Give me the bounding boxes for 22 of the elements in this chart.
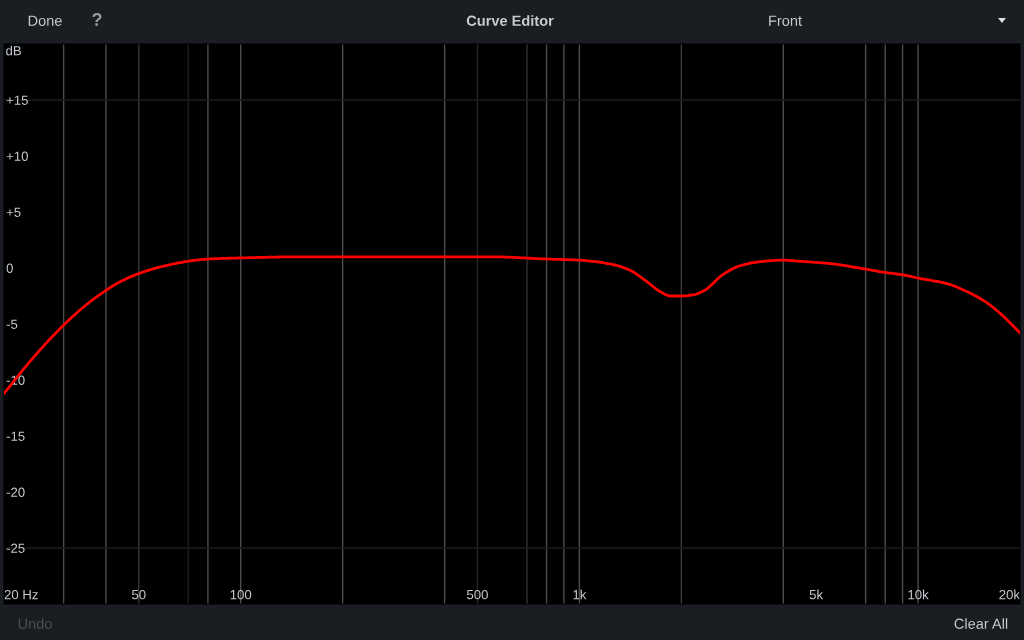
y-tick-label: 0 <box>6 263 13 273</box>
text: Done <box>28 15 62 26</box>
y-tick-label: +15 <box>6 95 28 105</box>
x-tick-label: 500 <box>466 589 488 600</box>
text: Clear All <box>954 618 1008 629</box>
y-tick-label: -5 <box>6 319 18 329</box>
y-tick-label: -25 <box>6 543 25 553</box>
x-tick-label: 1k <box>573 589 587 600</box>
x-tick-label: 5k <box>809 589 824 600</box>
y-tick-label: +10 <box>6 151 28 161</box>
x-tick-label: 100 <box>230 589 252 600</box>
chart-title: Curve Editor <box>466 15 554 26</box>
x-tick-label: 20k <box>999 589 1021 600</box>
y-axis-title: dB <box>6 45 21 56</box>
y-tick-label: +5 <box>6 207 21 217</box>
text: ? <box>92 13 102 26</box>
x-tick-label: 20 Hz <box>4 589 38 600</box>
x-tick-label: 50 <box>131 589 146 600</box>
y-tick-label: -20 <box>6 487 25 497</box>
text: Front <box>769 15 802 26</box>
x-tick-label: 10k <box>908 589 929 600</box>
y-tick-label: -15 <box>6 431 25 441</box>
